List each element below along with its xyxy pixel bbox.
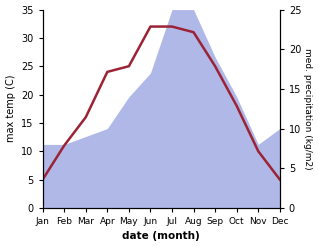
Y-axis label: max temp (C): max temp (C) bbox=[5, 75, 16, 143]
Y-axis label: med. precipitation (kg/m2): med. precipitation (kg/m2) bbox=[303, 48, 313, 169]
X-axis label: date (month): date (month) bbox=[122, 231, 200, 242]
